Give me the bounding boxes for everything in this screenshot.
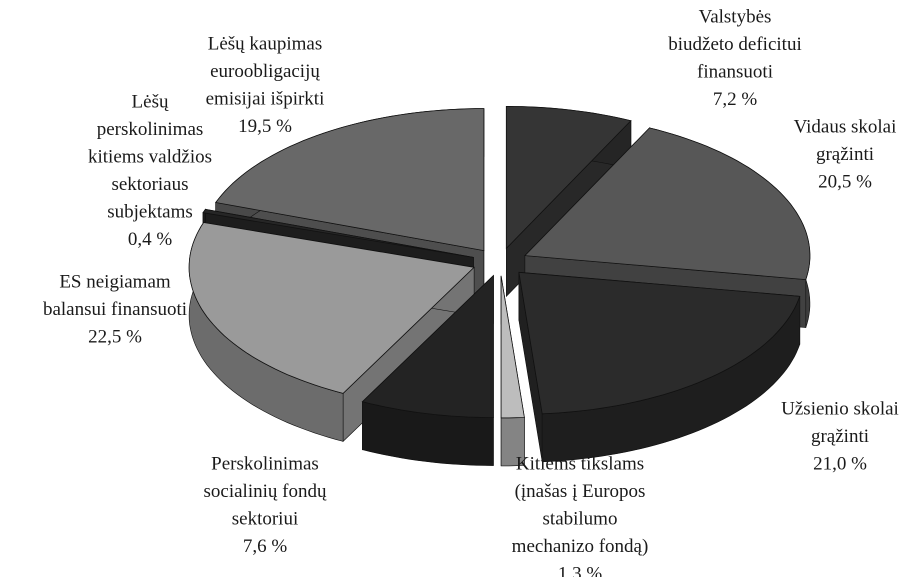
slice [202, 208, 474, 258]
slice-label: Vidaus skolai [794, 116, 897, 137]
slice-label: euroobligacijų [210, 61, 320, 82]
slice-label: mechanizo fondą) [512, 536, 649, 557]
slice-label: grąžinti [811, 426, 869, 447]
slice-label: sektoriaus [111, 174, 188, 195]
slice [500, 275, 525, 419]
value-label: 21,0 % [813, 453, 867, 474]
slice [188, 222, 475, 394]
slice-label: perskolinimas [97, 119, 204, 140]
slice-label: Lėšų [132, 91, 169, 112]
slice-label: balansui finansuoti [43, 299, 187, 320]
slice-label: Valstybės [699, 6, 772, 27]
slice-label: kitiems valdžios [88, 146, 212, 167]
value-label: 7,2 % [713, 89, 758, 110]
slice-label: Perskolinimas [211, 453, 319, 474]
slice [518, 271, 801, 415]
slice-label: Kitiems tikslams [516, 453, 644, 474]
slice [505, 105, 632, 250]
slice-label: Lėšų kaupimas [208, 33, 323, 54]
slice-label: grąžinti [816, 144, 874, 165]
value-label: 19,5 % [238, 116, 292, 137]
slice-label: sektoriui [232, 508, 299, 529]
slice [361, 274, 494, 419]
value-label: 22,5 % [88, 326, 142, 347]
slice-label: finansuoti [697, 61, 773, 82]
slice-label: stabilumo [543, 508, 618, 529]
value-label: 7,6 % [243, 536, 288, 557]
value-label: 1,3 % [558, 563, 603, 577]
slice-label: subjektams [107, 201, 193, 222]
slice-label: ES neigiamam [59, 271, 171, 292]
slice-label: emisijai išpirkti [206, 88, 325, 109]
slice-label: biudžeto deficitui [668, 34, 801, 55]
slice-label: socialinių fondų [204, 481, 327, 502]
slice-label: (įnašas į Europos [515, 481, 646, 502]
value-label: 0,4 % [128, 229, 173, 250]
slice [214, 108, 485, 252]
slice-label: Užsienio skolai [781, 398, 899, 419]
slice [524, 127, 811, 281]
value-label: 20,5 % [818, 171, 872, 192]
